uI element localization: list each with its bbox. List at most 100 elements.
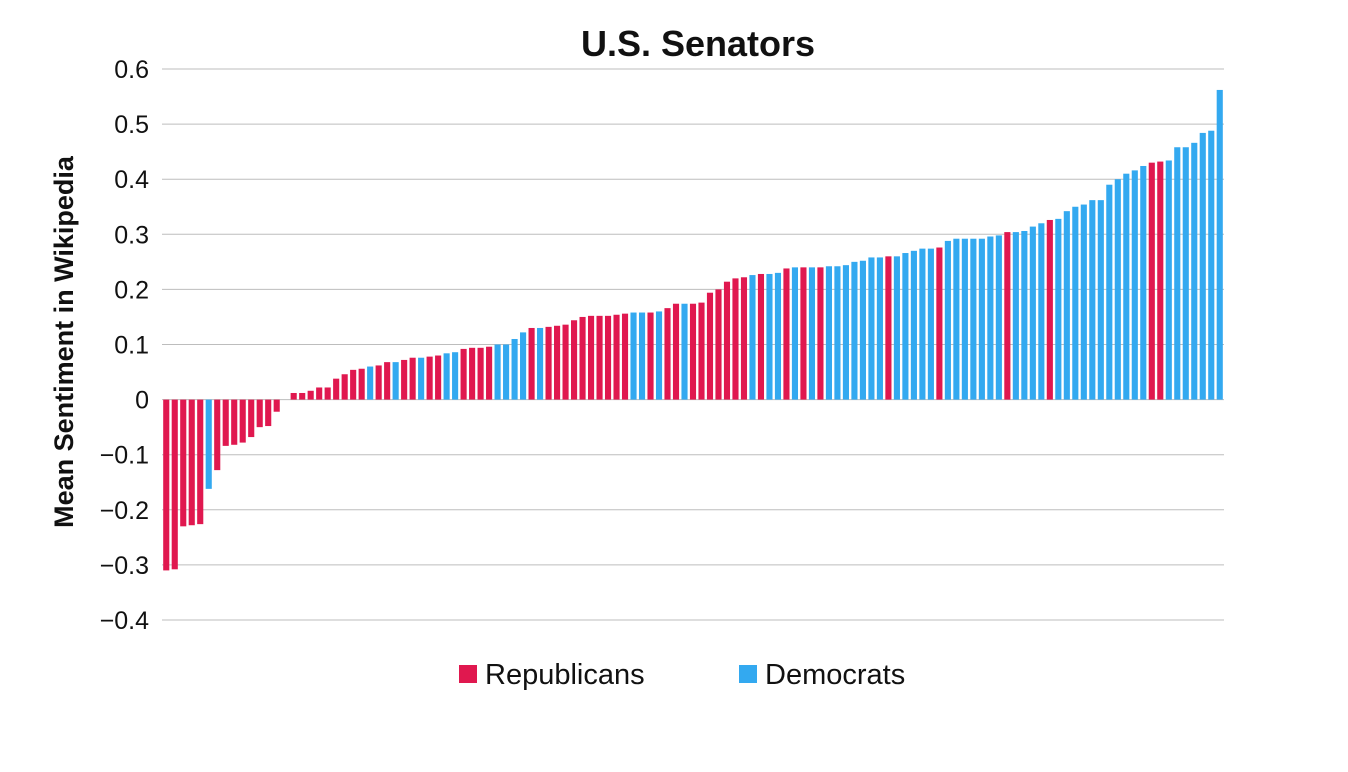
bar xyxy=(180,399,187,527)
legend: Republicans Democrats xyxy=(459,659,905,691)
bar xyxy=(664,308,671,400)
y-axis-label: Mean Sentiment in Wikipedia xyxy=(49,155,79,528)
bar xyxy=(486,346,493,400)
y-tick-label: 0.5 xyxy=(114,111,149,139)
y-tick-label: 0.6 xyxy=(114,56,149,84)
bar xyxy=(392,362,399,400)
bar xyxy=(350,369,357,400)
y-tick-label: −0.2 xyxy=(100,497,149,525)
y-tick-label: 0.2 xyxy=(114,276,149,304)
bar xyxy=(596,315,603,400)
bar xyxy=(299,392,306,400)
bar xyxy=(953,238,960,400)
bar xyxy=(494,344,501,400)
legend-label-democrats: Democrats xyxy=(765,659,905,691)
bar xyxy=(893,256,900,400)
bar xyxy=(630,312,637,400)
bar xyxy=(868,257,875,400)
bar xyxy=(256,399,263,428)
bar xyxy=(698,302,705,400)
bar xyxy=(1114,179,1121,400)
y-tick-labels: 0.6 0.5 0.4 0.3 0.2 0.1 0 −0.1 −0.2 −0.3 −0.4 xyxy=(100,56,149,635)
bar xyxy=(205,399,212,489)
bar xyxy=(638,312,646,400)
bar xyxy=(1097,200,1104,400)
bar xyxy=(919,248,926,400)
bar xyxy=(358,368,365,400)
bar xyxy=(341,374,348,400)
bar xyxy=(791,267,799,400)
bar xyxy=(1072,206,1079,400)
bar xyxy=(961,238,968,400)
y-tick-label: −0.4 xyxy=(100,607,149,635)
bar xyxy=(825,266,832,400)
bar xyxy=(604,315,612,400)
bar xyxy=(231,399,238,445)
legend-swatch-democrats xyxy=(739,665,757,683)
bar xyxy=(766,273,773,400)
bar xyxy=(715,289,722,400)
bar xyxy=(732,278,739,400)
bar xyxy=(239,399,246,443)
bar xyxy=(171,399,178,570)
bar xyxy=(621,313,629,400)
bar xyxy=(723,281,731,400)
bar xyxy=(987,236,994,400)
bar xyxy=(1165,160,1172,400)
bar xyxy=(520,332,527,400)
bar xyxy=(927,248,934,400)
bar xyxy=(808,267,816,400)
bar xyxy=(324,387,331,400)
bar xyxy=(834,266,841,400)
bar xyxy=(995,235,1002,400)
bar xyxy=(307,390,314,400)
bar xyxy=(188,399,195,526)
bar xyxy=(426,356,433,400)
bar xyxy=(1191,142,1198,400)
bar xyxy=(554,325,561,400)
bar xyxy=(401,359,408,400)
bar xyxy=(1106,184,1113,400)
bar xyxy=(469,347,476,400)
bar xyxy=(1131,170,1138,400)
y-tick-label: −0.1 xyxy=(100,442,149,470)
bar xyxy=(163,399,170,571)
bar xyxy=(503,344,510,400)
bar xyxy=(222,399,229,446)
bar xyxy=(885,256,892,400)
bar xyxy=(970,238,977,400)
bar xyxy=(1208,130,1215,400)
y-tick-label: 0.3 xyxy=(114,221,149,249)
bar xyxy=(1029,226,1036,400)
bar xyxy=(672,303,680,400)
bar xyxy=(1089,200,1096,400)
bar xyxy=(851,261,858,400)
bar xyxy=(316,387,323,400)
bar xyxy=(452,352,459,400)
bar xyxy=(774,272,782,400)
bar xyxy=(1123,173,1130,400)
bar xyxy=(418,357,425,400)
bar xyxy=(1063,211,1070,400)
bar xyxy=(902,253,909,400)
bar xyxy=(1021,230,1028,400)
bar xyxy=(333,378,340,400)
bar xyxy=(706,292,714,400)
bar xyxy=(545,326,552,400)
bar xyxy=(936,247,943,400)
bar xyxy=(1012,232,1019,400)
bar xyxy=(1055,218,1062,400)
bar xyxy=(681,303,688,400)
bar xyxy=(842,265,849,400)
bar xyxy=(384,362,391,400)
bar xyxy=(944,240,951,400)
bar xyxy=(1140,165,1147,400)
y-tick-label: 0.1 xyxy=(114,332,149,360)
bar xyxy=(978,238,985,400)
bar xyxy=(443,353,450,400)
y-tick-label: −0.3 xyxy=(100,552,149,580)
bar xyxy=(1080,204,1087,400)
bar xyxy=(537,327,544,400)
bar xyxy=(290,392,297,400)
